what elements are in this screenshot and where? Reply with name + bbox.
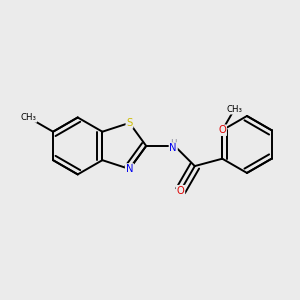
Text: S: S [126,118,133,128]
Text: CH₃: CH₃ [20,113,36,122]
Text: O: O [177,186,184,196]
Text: N: N [126,164,133,174]
Text: O: O [218,125,226,135]
Text: H: H [170,139,176,148]
Text: N: N [169,143,177,153]
Text: CH₃: CH₃ [226,105,242,114]
